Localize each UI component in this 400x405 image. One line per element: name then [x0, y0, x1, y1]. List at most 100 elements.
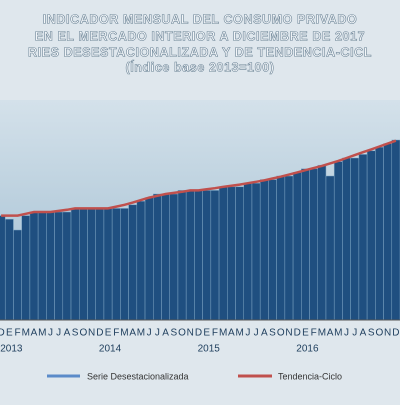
bar: [136, 200, 146, 321]
x-tick-label: J: [56, 328, 61, 339]
bar: [383, 143, 393, 321]
bar: [317, 164, 327, 321]
x-tick-label: M: [38, 328, 46, 339]
x-tick-label: A: [261, 328, 268, 339]
trend-line: [1, 139, 397, 217]
x-tick-label: O: [376, 328, 384, 339]
x-tick-label: A: [129, 328, 136, 339]
bar: [111, 208, 121, 321]
x-tick-label: D: [392, 328, 399, 339]
bar: [350, 157, 360, 321]
year-label: 2016: [296, 344, 319, 355]
x-tick-label: N: [285, 328, 292, 339]
bar: [259, 179, 269, 321]
x-tick-label: M: [219, 328, 227, 339]
bar: [202, 190, 212, 321]
bar: [301, 168, 310, 321]
x-tick-label: E: [203, 328, 210, 339]
plot: [0, 139, 400, 321]
x-tick-label: F: [212, 328, 218, 339]
x-tick-label: J: [155, 328, 160, 339]
x-tick-label: D: [96, 328, 103, 339]
bar: [54, 211, 64, 321]
bar: [358, 154, 368, 321]
bar: [144, 197, 154, 321]
x-tick-label: S: [72, 328, 79, 339]
bar: [161, 193, 170, 321]
legend-label: Serie Desestacionalizada: [87, 371, 189, 381]
bar: [153, 193, 162, 321]
bar: [0, 215, 6, 321]
title-line: (Índice base 2013=100): [125, 59, 274, 74]
bar: [128, 204, 138, 321]
x-tick-label: A: [228, 328, 235, 339]
bar: [103, 208, 113, 321]
title-line: RIES DESESTACIONALIZADA Y DE TENDENCIA-C…: [28, 45, 372, 59]
x-tick-label: J: [147, 328, 152, 339]
x-tick-label: S: [170, 328, 177, 339]
x-tick-label: M: [318, 328, 326, 339]
bar: [227, 186, 236, 321]
bar: [251, 182, 261, 321]
bar: [333, 161, 343, 321]
x-tick-label: A: [31, 328, 38, 339]
x-tick-label: F: [15, 328, 21, 339]
bar: [87, 208, 96, 321]
x-tick-label: E: [302, 328, 309, 339]
bar: [276, 175, 286, 321]
x-tick-label: J: [48, 328, 53, 339]
bar: [46, 211, 55, 321]
bar: [62, 211, 72, 321]
bar: [70, 208, 80, 321]
x-tick-label: J: [352, 328, 357, 339]
bar: [194, 190, 203, 321]
title-line: EN EL MERCADO INTERIOR A DICIEMBRE DE 20…: [35, 29, 365, 43]
x-tick-label: S: [368, 328, 375, 339]
bar: [13, 229, 22, 321]
bar: [218, 186, 228, 321]
bar: [95, 208, 105, 321]
bar: [78, 208, 88, 321]
x-tick-label: J: [254, 328, 259, 339]
x-tick-label: A: [162, 328, 169, 339]
year-label: 2013: [0, 344, 23, 355]
x-tick-label: A: [327, 328, 334, 339]
bar: [21, 215, 31, 321]
x-tick-label: F: [113, 328, 119, 339]
x-tick-label: N: [88, 328, 95, 339]
x-tick-label: M: [137, 328, 145, 339]
x-tick-label: D: [294, 328, 301, 339]
x-tick-label: A: [360, 328, 367, 339]
bar: [391, 139, 400, 321]
x-tick-label: F: [311, 328, 317, 339]
x-tick-label: O: [277, 328, 285, 339]
x-tick-label: E: [6, 328, 13, 339]
x-tick-label: J: [344, 328, 349, 339]
bar: [284, 175, 294, 321]
bar: [292, 172, 302, 321]
x-tick-label: M: [120, 328, 128, 339]
bar: [4, 218, 14, 321]
bar: [37, 211, 47, 321]
bar: [366, 150, 376, 321]
bar: [235, 186, 244, 321]
bar: [243, 182, 253, 321]
x-tick-label: E: [105, 328, 112, 339]
bar: [375, 146, 384, 321]
year-label: 2014: [99, 344, 122, 355]
title-line: INDICADOR MENSUAL DEL CONSUMO PRIVADO: [43, 12, 358, 26]
bar: [120, 208, 129, 321]
legend-label: Tendencia-Ciclo: [278, 371, 342, 381]
bar: [309, 168, 319, 321]
bar: [29, 211, 39, 321]
x-tick-label: S: [269, 328, 276, 339]
bar: [342, 157, 351, 321]
x-tick-label: M: [22, 328, 30, 339]
x-tick-label: J: [245, 328, 250, 339]
x-tick-label: D: [0, 328, 5, 339]
bar: [325, 175, 335, 321]
x-tick-label: D: [195, 328, 202, 339]
bar: [169, 193, 179, 321]
x-tick-label: O: [178, 328, 186, 339]
x-tick-label: M: [334, 328, 342, 339]
